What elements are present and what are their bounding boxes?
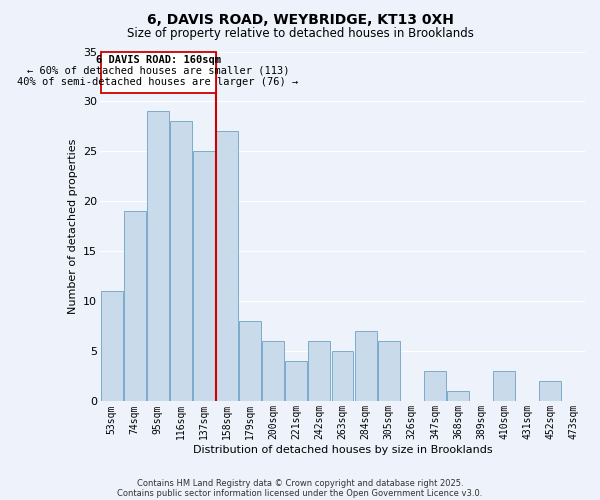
Bar	[308, 342, 331, 402]
Text: Contains public sector information licensed under the Open Government Licence v3: Contains public sector information licen…	[118, 488, 482, 498]
X-axis label: Distribution of detached houses by size in Brooklands: Distribution of detached houses by size …	[193, 445, 493, 455]
Text: Size of property relative to detached houses in Brooklands: Size of property relative to detached ho…	[127, 28, 473, 40]
Text: 6, DAVIS ROAD, WEYBRIDGE, KT13 0XH: 6, DAVIS ROAD, WEYBRIDGE, KT13 0XH	[146, 12, 454, 26]
Bar	[216, 132, 238, 402]
Bar	[170, 122, 192, 402]
Bar	[262, 342, 284, 402]
Bar	[539, 382, 562, 402]
Bar	[355, 332, 377, 402]
Y-axis label: Number of detached properties: Number of detached properties	[68, 139, 77, 314]
FancyBboxPatch shape	[101, 52, 215, 94]
Bar	[332, 352, 353, 402]
Bar	[101, 292, 122, 402]
Text: Contains HM Land Registry data © Crown copyright and database right 2025.: Contains HM Land Registry data © Crown c…	[137, 478, 463, 488]
Bar	[147, 112, 169, 402]
Bar	[124, 212, 146, 402]
Bar	[378, 342, 400, 402]
Bar	[493, 372, 515, 402]
Bar	[193, 152, 215, 402]
Bar	[239, 322, 261, 402]
Bar	[286, 362, 307, 402]
Text: 40% of semi-detached houses are larger (76) →: 40% of semi-detached houses are larger (…	[17, 78, 299, 88]
Text: ← 60% of detached houses are smaller (113): ← 60% of detached houses are smaller (11…	[27, 66, 289, 76]
Bar	[424, 372, 446, 402]
Bar	[447, 392, 469, 402]
Text: 6 DAVIS ROAD: 160sqm: 6 DAVIS ROAD: 160sqm	[95, 55, 221, 65]
